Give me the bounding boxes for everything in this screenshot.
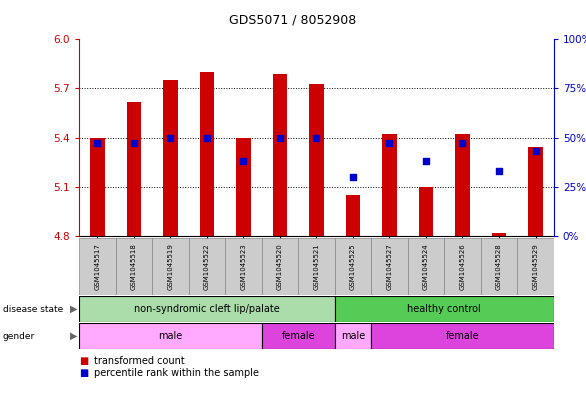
Bar — [200, 72, 214, 236]
Text: ■: ■ — [79, 356, 88, 366]
Bar — [262, 323, 335, 349]
Bar — [309, 83, 323, 236]
Bar — [79, 323, 262, 349]
Bar — [492, 233, 506, 236]
Bar — [236, 138, 251, 236]
Text: GSM1045524: GSM1045524 — [423, 243, 429, 290]
Bar — [408, 238, 444, 295]
Text: gender: gender — [3, 332, 35, 341]
Bar — [335, 238, 371, 295]
Text: ▶: ▶ — [70, 304, 77, 314]
Text: female: female — [281, 331, 315, 341]
Text: GSM1045522: GSM1045522 — [204, 243, 210, 290]
Bar — [272, 73, 287, 236]
Text: healthy control: healthy control — [407, 304, 481, 314]
Point — [166, 134, 175, 141]
Text: GSM1045528: GSM1045528 — [496, 243, 502, 290]
Text: GSM1045526: GSM1045526 — [459, 243, 465, 290]
Text: GSM1045525: GSM1045525 — [350, 243, 356, 290]
Bar — [455, 134, 470, 236]
Bar — [115, 238, 152, 295]
Point — [495, 168, 504, 174]
Bar — [298, 238, 335, 295]
Point — [239, 158, 248, 164]
Point — [275, 134, 285, 141]
Bar — [346, 195, 360, 236]
Text: GSM1045517: GSM1045517 — [94, 243, 100, 290]
Text: ▶: ▶ — [70, 331, 77, 341]
Bar — [528, 147, 543, 236]
Text: male: male — [341, 331, 365, 341]
Text: percentile rank within the sample: percentile rank within the sample — [94, 367, 259, 378]
Text: GSM1045521: GSM1045521 — [314, 243, 319, 290]
Text: GSM1045527: GSM1045527 — [386, 243, 393, 290]
Bar — [225, 238, 262, 295]
Bar — [79, 238, 115, 295]
Text: GSM1045518: GSM1045518 — [131, 243, 137, 290]
Bar — [79, 296, 335, 322]
Point — [458, 140, 467, 147]
Point — [348, 174, 357, 180]
Text: non-syndromic cleft lip/palate: non-syndromic cleft lip/palate — [134, 304, 280, 314]
Bar — [517, 238, 554, 295]
Text: transformed count: transformed count — [94, 356, 185, 366]
Point — [421, 158, 431, 164]
Point — [312, 134, 321, 141]
Point — [531, 148, 540, 154]
Text: disease state: disease state — [3, 305, 63, 314]
Text: male: male — [158, 331, 182, 341]
Point — [385, 140, 394, 147]
Bar — [163, 80, 178, 236]
Text: ■: ■ — [79, 367, 88, 378]
Text: GSM1045523: GSM1045523 — [240, 243, 247, 290]
Bar — [382, 134, 397, 236]
Bar — [418, 187, 433, 236]
Bar — [189, 238, 225, 295]
Bar — [335, 323, 371, 349]
Text: GDS5071 / 8052908: GDS5071 / 8052908 — [229, 14, 357, 27]
Bar — [371, 323, 554, 349]
Text: female: female — [446, 331, 479, 341]
Bar — [335, 296, 554, 322]
Text: GSM1045520: GSM1045520 — [277, 243, 283, 290]
Bar — [90, 138, 105, 236]
Bar — [371, 238, 408, 295]
Bar — [152, 238, 189, 295]
Point — [129, 140, 138, 147]
Text: GSM1045529: GSM1045529 — [533, 243, 539, 290]
Point — [202, 134, 212, 141]
Text: GSM1045519: GSM1045519 — [168, 243, 173, 290]
Bar — [127, 101, 141, 236]
Bar — [481, 238, 517, 295]
Bar — [262, 238, 298, 295]
Bar — [444, 238, 481, 295]
Point — [93, 140, 102, 147]
